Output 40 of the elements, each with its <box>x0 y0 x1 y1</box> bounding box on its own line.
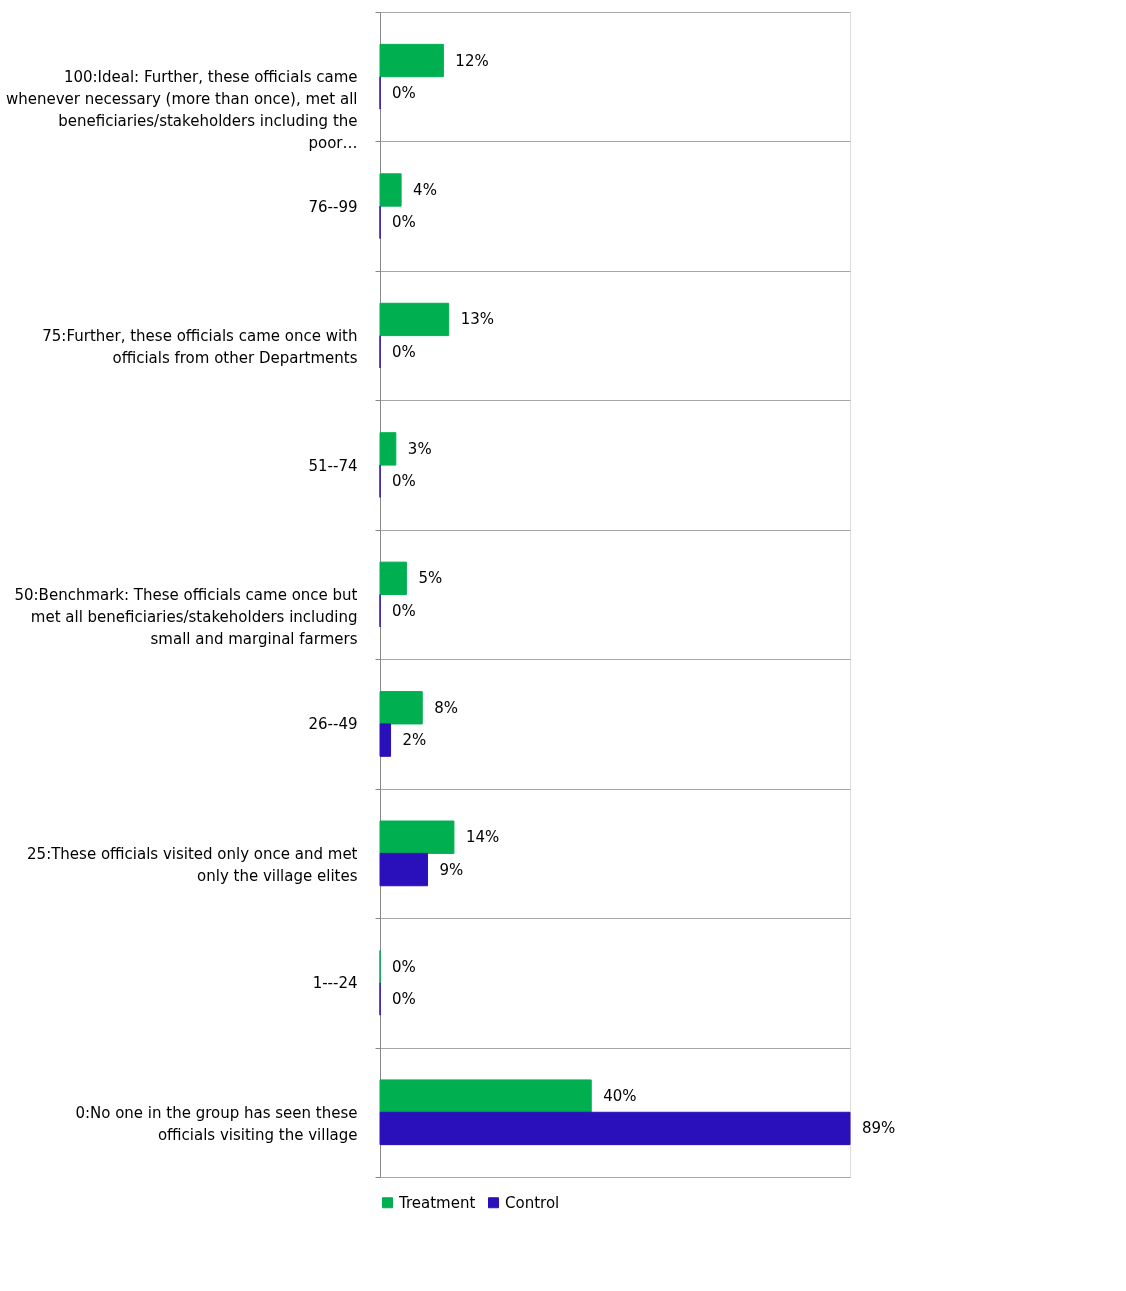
y-tick-label: 1---24 <box>312 974 358 993</box>
data-label: 9% <box>439 860 464 879</box>
data-label: 8% <box>434 698 459 717</box>
bar <box>379 1079 592 1113</box>
bar <box>379 43 444 78</box>
bar <box>379 173 402 207</box>
bar <box>379 561 407 595</box>
bar <box>379 302 450 337</box>
y-tick-label: 0:No one in the group has seen these officials visiting the village <box>75 1103 358 1144</box>
data-label: 0% <box>392 83 416 102</box>
y-tick-label: 51--74 <box>308 456 358 475</box>
bar <box>379 723 392 757</box>
y-tick-label: 76--99 <box>308 197 358 216</box>
data-label: 14% <box>465 828 500 847</box>
data-label: 5% <box>418 569 443 588</box>
y-tick-label: 25:These officials visited only once and met only the village elites <box>27 844 358 885</box>
y-tick-label: 100:Ideal: Further, these officials came whenever necessary (more than once), met all beneficiaries/stakeholders including the poor… <box>5 68 358 153</box>
y-tick-label: 26--49 <box>308 715 358 734</box>
y-tick-label: 75:Further, these officials came once with officials from other Departments <box>42 327 358 368</box>
legend-label: Treatment <box>398 1193 476 1212</box>
data-label: 12% <box>455 51 489 70</box>
data-label: 2% <box>402 731 427 750</box>
data-label: 3% <box>407 439 432 458</box>
bar <box>379 852 429 887</box>
data-label: 40% <box>603 1087 637 1106</box>
data-label: 0% <box>392 990 416 1009</box>
data-label: 4% <box>413 180 437 199</box>
data-label: 0% <box>392 342 416 361</box>
data-label: 0% <box>392 213 416 232</box>
y-tick-label: 50:Benchmark: These officials came once but met all beneficiaries/stakeholders including small and marginal farmers <box>14 586 358 648</box>
bar <box>379 820 455 854</box>
data-label: 13% <box>460 310 494 329</box>
bar <box>379 1111 851 1146</box>
bar <box>379 691 423 725</box>
data-label: 0% <box>392 957 416 976</box>
data-label: 89% <box>862 1119 896 1138</box>
data-label: 0% <box>392 601 416 620</box>
data-label: 0% <box>392 472 416 491</box>
bar <box>379 432 397 466</box>
legend-label: Control <box>505 1193 560 1212</box>
